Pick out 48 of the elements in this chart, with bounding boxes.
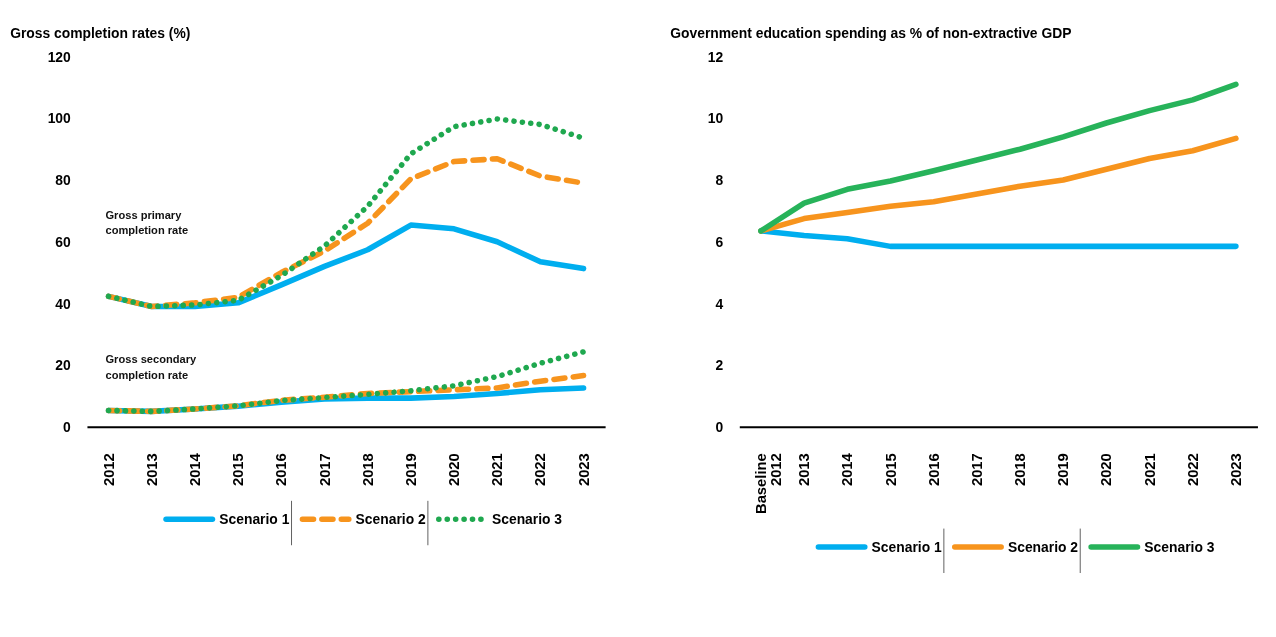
x-tick-label: 2023 — [1227, 453, 1244, 487]
legend-label: Scenario 2 — [1007, 538, 1079, 555]
x-tick-label: 2023 — [575, 453, 592, 487]
x-tick-label: 2012 — [100, 453, 117, 487]
y-tick-label: 10 — [707, 110, 724, 127]
legend-label: Scenario 3 — [1144, 538, 1215, 555]
x-tick-label: 2021 — [489, 453, 506, 487]
y-tick-label: 8 — [715, 172, 724, 189]
x-tick-label: 2015 — [230, 453, 247, 487]
x-tick-label: 2020 — [1098, 453, 1115, 487]
legend-label: Scenario 3 — [491, 510, 563, 527]
y-tick-label: 2 — [715, 357, 724, 374]
annotation: Gross secondary completion rate — [105, 352, 197, 381]
y-tick-label: 0 — [715, 418, 724, 435]
chart-title: Government education spending as % of non-extractive GDP — [670, 25, 1072, 42]
x-tick-label: 2020 — [446, 453, 463, 487]
x-tick-label: 2016 — [925, 453, 942, 487]
y-tick-label: 0 — [63, 418, 72, 435]
annotation: Gross primary completion rate — [105, 208, 189, 237]
x-tick-label: 2022 — [532, 453, 549, 487]
x-tick-label: 2014 — [839, 452, 856, 487]
legend-label: Scenario 2 — [355, 510, 426, 527]
legend-label: Scenario 1 — [871, 538, 942, 555]
y-tick-label: 40 — [55, 295, 72, 312]
y-tick-label: 6 — [715, 233, 724, 250]
y-tick-label: 20 — [55, 357, 72, 374]
chart-title: Gross completion rates (%) — [10, 25, 191, 42]
x-tick-label: 2018 — [359, 453, 376, 487]
x-tick-label: 2014 — [187, 452, 204, 487]
y-tick-label: 120 — [47, 48, 72, 65]
x-tick-label: 2013 — [796, 453, 813, 487]
x-tick-label: 2019 — [1055, 453, 1072, 487]
x-tick-label: 2021 — [1141, 453, 1158, 487]
x-tick-label: 2015 — [882, 453, 899, 487]
x-tick-label: 2022 — [1184, 453, 1201, 487]
y-tick-label: 12 — [707, 48, 724, 65]
x-tick-label: 2013 — [143, 453, 160, 487]
x-tick-label: 2018 — [1012, 453, 1029, 487]
x-tick-label: Baseline 2012 — [753, 453, 784, 515]
x-tick-label: 2017 — [968, 453, 985, 487]
x-tick-label: 2016 — [273, 453, 290, 487]
y-tick-label: 4 — [715, 295, 724, 312]
x-tick-label: 2017 — [316, 453, 333, 487]
legend-label: Scenario 1 — [219, 510, 290, 527]
y-tick-label: 100 — [47, 110, 72, 127]
y-tick-label: 60 — [55, 233, 72, 250]
y-tick-label: 80 — [55, 172, 72, 189]
x-tick-label: 2019 — [402, 453, 419, 487]
